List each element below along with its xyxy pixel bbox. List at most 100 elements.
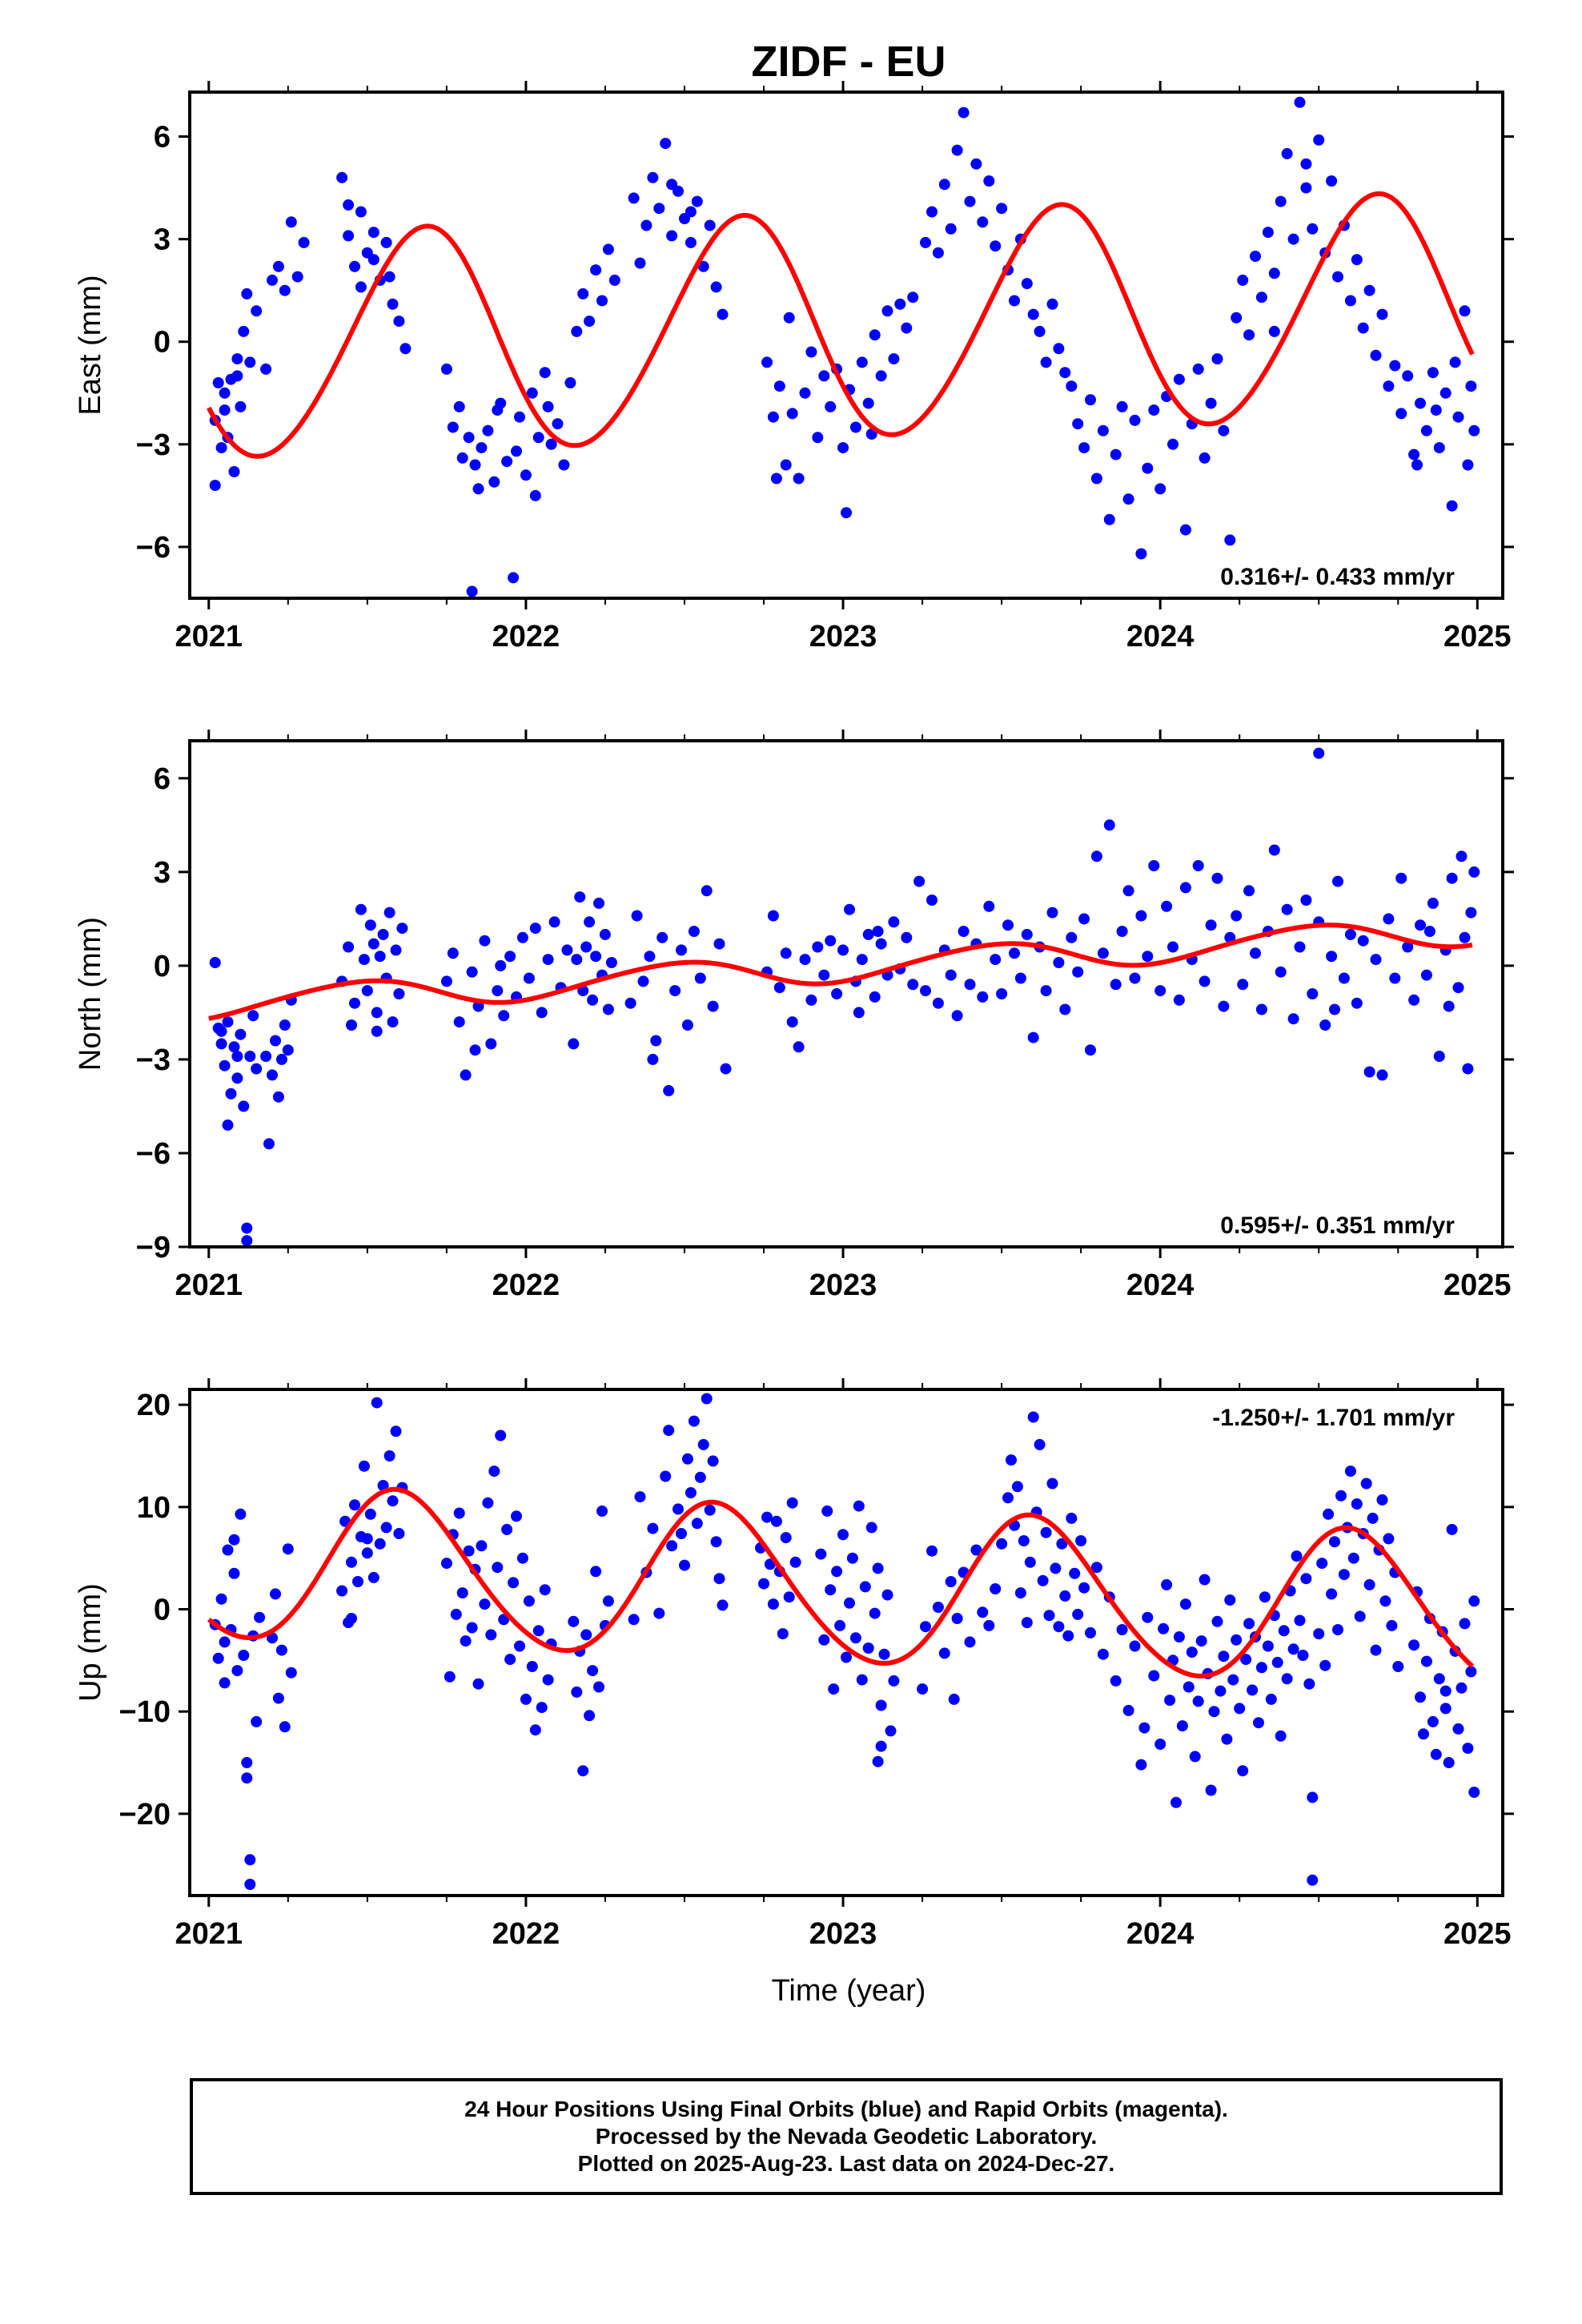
data-point xyxy=(1179,882,1191,894)
data-point xyxy=(1218,1651,1230,1663)
data-point xyxy=(367,227,379,239)
data-point xyxy=(875,1740,887,1752)
data-point xyxy=(926,206,938,218)
data-point xyxy=(1392,1661,1404,1672)
data-point xyxy=(628,192,640,204)
data-point xyxy=(285,1667,297,1679)
data-point xyxy=(710,1536,722,1548)
data-point xyxy=(837,442,849,454)
data-point xyxy=(888,916,900,928)
data-point xyxy=(545,438,557,450)
data-point xyxy=(1300,895,1312,906)
data-point xyxy=(228,1041,240,1053)
data-point xyxy=(453,1016,465,1028)
data-point xyxy=(270,1588,281,1600)
data-point xyxy=(584,316,596,328)
data-point xyxy=(1408,1639,1420,1651)
data-point xyxy=(355,281,367,293)
data-point xyxy=(1332,271,1343,283)
data-point xyxy=(568,1038,580,1050)
data-point xyxy=(1072,966,1084,978)
data-point xyxy=(536,1702,548,1714)
data-point xyxy=(1182,1681,1195,1693)
data-point xyxy=(1154,985,1166,997)
data-point xyxy=(539,1584,551,1596)
y-tick-label: −6 xyxy=(136,531,171,565)
data-point xyxy=(920,236,931,248)
data-point xyxy=(1332,1624,1343,1635)
x-tick-label: 2023 xyxy=(809,1917,877,1951)
data-point xyxy=(688,1415,700,1427)
data-point xyxy=(1338,972,1350,984)
data-point xyxy=(872,1755,884,1767)
data-point xyxy=(542,1674,554,1686)
data-point xyxy=(1443,1757,1455,1768)
data-point xyxy=(945,1576,957,1587)
x-tick-label: 2021 xyxy=(175,1269,243,1302)
y-tick-label: 0 xyxy=(154,326,171,360)
data-points xyxy=(209,747,1480,1247)
data-point xyxy=(1357,935,1369,947)
data-point xyxy=(393,316,405,328)
data-point xyxy=(482,1497,494,1509)
data-point xyxy=(666,230,678,242)
data-point xyxy=(1199,452,1211,464)
data-point xyxy=(1452,1723,1464,1735)
data-point xyxy=(1262,1640,1274,1652)
data-point xyxy=(504,1654,516,1666)
data-point xyxy=(1351,997,1363,1009)
data-point xyxy=(1056,1538,1068,1550)
data-point xyxy=(853,1500,865,1512)
data-point xyxy=(634,257,646,269)
data-point xyxy=(599,928,611,940)
data-point xyxy=(1329,1003,1340,1015)
data-point xyxy=(1161,1578,1173,1590)
data-point xyxy=(1255,1662,1267,1674)
data-point xyxy=(1459,1618,1471,1630)
data-point xyxy=(1363,1578,1375,1590)
data-point xyxy=(605,957,617,968)
data-point xyxy=(584,916,596,928)
data-point xyxy=(1255,1003,1267,1015)
data-point xyxy=(1376,1494,1388,1506)
data-point xyxy=(1423,926,1435,937)
data-point xyxy=(270,1035,281,1047)
data-point xyxy=(282,1543,294,1555)
data-point xyxy=(516,1552,528,1564)
data-point xyxy=(793,472,805,485)
data-point xyxy=(508,572,520,584)
data-point xyxy=(1186,1647,1198,1659)
data-point xyxy=(1271,1656,1283,1668)
data-point xyxy=(938,179,950,191)
data-point xyxy=(267,1069,278,1081)
plot-frame xyxy=(188,739,1504,1248)
data-point xyxy=(1224,534,1236,546)
fit-curve xyxy=(207,191,1475,459)
data-point xyxy=(1211,353,1223,365)
x-tick-label: 2021 xyxy=(175,620,243,653)
data-point xyxy=(881,1589,893,1601)
data-point xyxy=(1452,411,1464,423)
data-point xyxy=(685,206,697,218)
y-axis-label: North (mm) xyxy=(74,917,107,1071)
data-point xyxy=(571,1686,583,1698)
data-point xyxy=(361,985,373,997)
data-point xyxy=(977,991,989,1003)
data-point xyxy=(1148,860,1160,871)
data-point xyxy=(1034,1438,1046,1450)
data-point xyxy=(799,387,811,399)
x-tick-label: 2022 xyxy=(492,1917,560,1951)
data-point xyxy=(1103,819,1115,831)
data-point xyxy=(660,1470,672,1482)
data-point xyxy=(1462,459,1474,471)
data-point xyxy=(770,472,782,485)
data-point xyxy=(450,1608,462,1620)
data-point xyxy=(1262,227,1274,239)
data-point xyxy=(907,979,919,991)
data-points xyxy=(209,1393,1480,1890)
data-point xyxy=(990,1583,1002,1594)
data-point xyxy=(235,1508,247,1520)
data-point xyxy=(1250,947,1261,959)
